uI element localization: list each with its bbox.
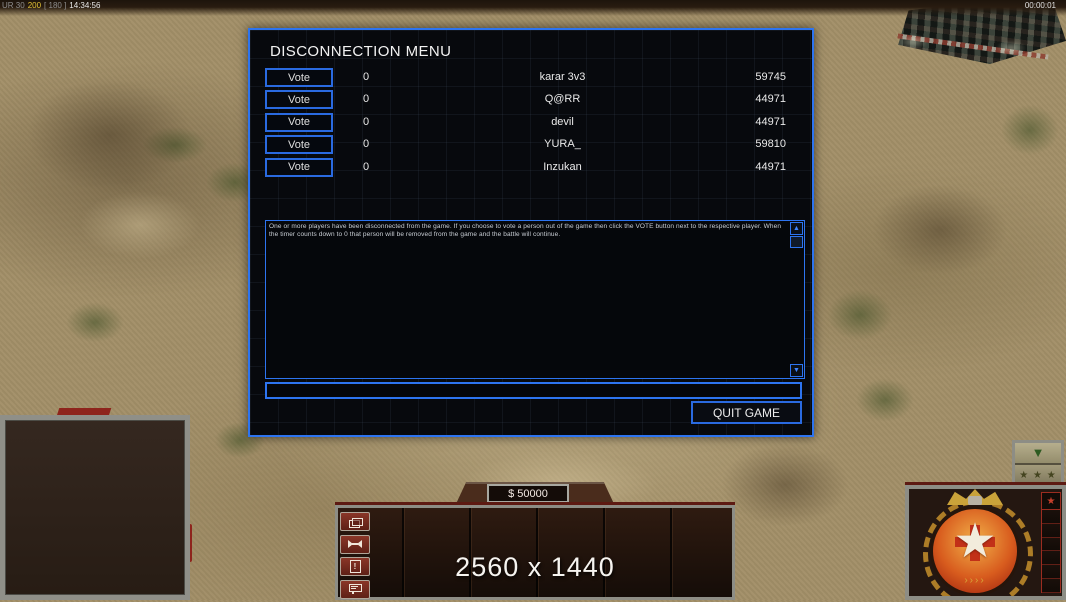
experience-bar: ★ <box>1041 492 1061 593</box>
terrain-vegetation <box>55 295 135 350</box>
player-row: Vote 0 YURA_ 59810 <box>250 135 812 157</box>
vote-button[interactable]: Vote <box>265 68 333 87</box>
general-portrait-panel: ★ ›››› ★ <box>905 485 1066 600</box>
player-name: karar 3v3 <box>539 71 586 83</box>
player-ping: 59810 <box>755 138 786 151</box>
experience-cell <box>1042 578 1060 593</box>
status-segment: [ 180 ] <box>44 1 67 10</box>
experience-cell <box>1042 537 1060 552</box>
building-light <box>898 34 928 50</box>
terrain-patch <box>850 170 1030 290</box>
quit-game-button[interactable]: QUIT GAME <box>691 401 802 424</box>
message-textarea[interactable]: One or more players have been disconnect… <box>265 220 805 379</box>
dragon-head-icon <box>968 496 982 505</box>
experience-cell <box>1042 510 1060 524</box>
dialog-title: DISCONNECTION MENU <box>270 43 452 60</box>
scroll-down-icon[interactable]: ▼ <box>790 364 803 377</box>
vote-count: 0 <box>362 71 370 83</box>
gentool-status-text: UR 30 200[ 180 ] 14:34:56 <box>2 1 103 10</box>
status-segment: 200 <box>27 1 42 10</box>
vote-count: 0 <box>362 138 370 151</box>
player-row: Vote 0 devil 44971 <box>250 112 812 135</box>
experience-cell <box>1042 523 1060 538</box>
experience-cell <box>1042 565 1060 579</box>
command-bar: ! 2560 x 1440 <box>335 505 735 600</box>
vote-button[interactable]: Vote <box>265 157 333 177</box>
billboard-icon <box>349 584 362 594</box>
vote-button[interactable]: Vote <box>265 112 333 132</box>
player-list: Vote 0 karar 3v3 59745 Vote 0 Q@RR 44971… <box>250 68 812 180</box>
status-segment: 14:34:56 <box>69 1 101 10</box>
terrain-vegetation <box>845 370 925 430</box>
money-display: $ 50000 <box>487 484 569 503</box>
player-row: Vote 0 Q@RR 44971 <box>250 90 812 112</box>
player-name: Q@RR <box>544 93 581 106</box>
player-name: devil <box>551 115 574 128</box>
message-log-button[interactable] <box>340 579 370 599</box>
terrain-vegetation <box>130 120 220 170</box>
scroll-thumb[interactable] <box>790 236 803 248</box>
rank-stars-button[interactable]: ★ ★ ★ <box>1015 465 1061 485</box>
disconnection-menu-dialog: DISCONNECTION MENU Vote 0 karar 3v3 5974… <box>248 28 814 437</box>
terrain-vegetation <box>815 280 905 350</box>
vote-count: 0 <box>362 160 370 173</box>
match-timer: 00:00:01 <box>1024 1 1056 10</box>
player-row: Vote 0 Inzukan 44971 <box>250 157 812 180</box>
vote-count: 0 <box>362 115 370 128</box>
command-bar-side-buttons: ! <box>340 512 372 602</box>
alert-button[interactable]: ! <box>340 557 370 576</box>
status-segment: UR 30 <box>2 1 25 10</box>
resolution-overlay: 2560 x 1440 <box>455 552 615 582</box>
vote-button[interactable]: Vote <box>265 135 333 155</box>
vote-button[interactable]: Vote <box>265 90 333 110</box>
emblem-cross <box>955 537 995 547</box>
options-button[interactable] <box>340 512 370 531</box>
wrench-icon <box>348 540 362 548</box>
alert-icon: ! <box>349 560 361 573</box>
chevron-down-icon: ▼ <box>1031 445 1045 460</box>
vote-count: 0 <box>362 93 370 106</box>
stars-icon: ★ ★ ★ <box>1019 469 1057 481</box>
scrollbar[interactable]: ▲ ▼ <box>790 222 803 377</box>
disconnect-message: One or more players have been disconnect… <box>269 223 782 238</box>
building-light <box>996 40 1026 56</box>
radar-minimap[interactable] <box>0 415 190 600</box>
windows-icon <box>349 517 363 528</box>
player-ping: 59745 <box>755 71 786 83</box>
player-ping: 44971 <box>755 93 786 106</box>
chat-input[interactable] <box>265 382 802 399</box>
emblem-star-icon: ★ <box>953 515 997 568</box>
terrain-vegetation <box>990 95 1066 165</box>
player-ping: 44971 <box>755 160 786 173</box>
wreath-chevrons-icon: ›››› <box>964 575 986 586</box>
player-ping: 44971 <box>755 115 786 128</box>
player-name: YURA_ <box>544 138 581 151</box>
player-name: Inzukan <box>543 160 582 173</box>
tools-button[interactable] <box>340 534 370 554</box>
terrain-patch <box>0 60 220 210</box>
stance-widget: ▼ ★ ★ ★ <box>1012 440 1064 486</box>
player-row: Vote 0 karar 3v3 59745 <box>250 68 812 90</box>
scroll-up-icon[interactable]: ▲ <box>790 222 803 235</box>
stance-collapse-button[interactable]: ▼ <box>1015 443 1061 465</box>
top-status-strip: UR 30 200[ 180 ] 14:34:56 00:00:01 <box>0 0 1066 16</box>
terrain-sand <box>60 180 220 270</box>
rank-star-icon: ★ <box>1042 493 1060 510</box>
experience-cell <box>1042 551 1060 566</box>
